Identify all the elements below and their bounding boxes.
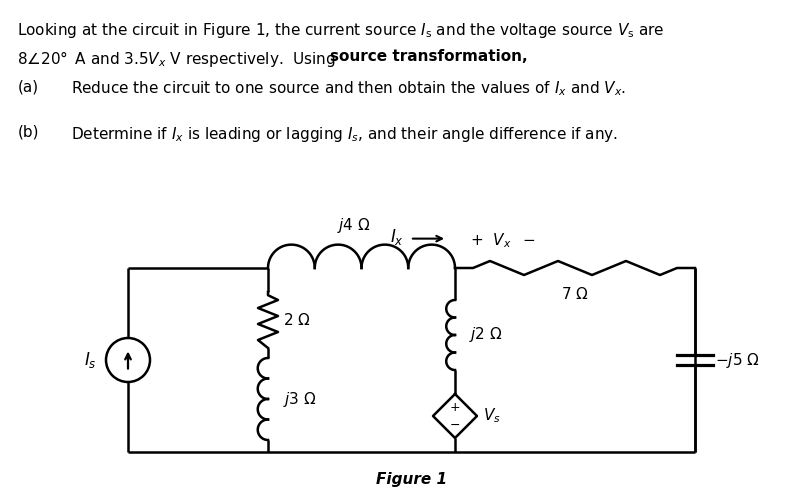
Text: $j3\ \Omega$: $j3\ \Omega$ — [283, 390, 316, 409]
Text: $I_x$: $I_x$ — [390, 226, 404, 246]
Text: (a): (a) — [17, 79, 38, 95]
Text: source transformation,: source transformation, — [330, 49, 528, 64]
Text: Determine if $I_x$ is leading or lagging $I_s$, and their angle difference if an: Determine if $I_x$ is leading or lagging… — [71, 125, 618, 144]
Text: Reduce the circuit to one source and then obtain the values of $I_x$ and $V_x$.: Reduce the circuit to one source and the… — [71, 79, 626, 98]
Text: $I_s$: $I_s$ — [84, 350, 97, 370]
Text: $+\ \ V_x\ \ -$: $+\ \ V_x\ \ -$ — [470, 231, 536, 250]
Text: $j4\ \Omega$: $j4\ \Omega$ — [337, 216, 371, 235]
Text: $8\angle20°\,$ A and $3.5V_x$ V respectively.  Using: $8\angle20°\,$ A and $3.5V_x$ V respecti… — [17, 49, 338, 69]
Text: $2\ \Omega$: $2\ \Omega$ — [283, 312, 311, 328]
Text: $-j5\ \Omega$: $-j5\ \Omega$ — [715, 350, 760, 369]
Text: $+$: $+$ — [449, 401, 461, 414]
Text: $V_s$: $V_s$ — [483, 407, 501, 425]
Text: Figure 1: Figure 1 — [376, 472, 447, 487]
Text: (b): (b) — [17, 125, 38, 140]
Text: Looking at the circuit in Figure 1, the current source $I_\mathrm{s}$ and the vo: Looking at the circuit in Figure 1, the … — [17, 21, 665, 40]
Text: $-$: $-$ — [450, 418, 461, 431]
Text: $7\ \Omega$: $7\ \Omega$ — [561, 286, 589, 302]
Text: $j2\ \Omega$: $j2\ \Omega$ — [469, 325, 502, 344]
